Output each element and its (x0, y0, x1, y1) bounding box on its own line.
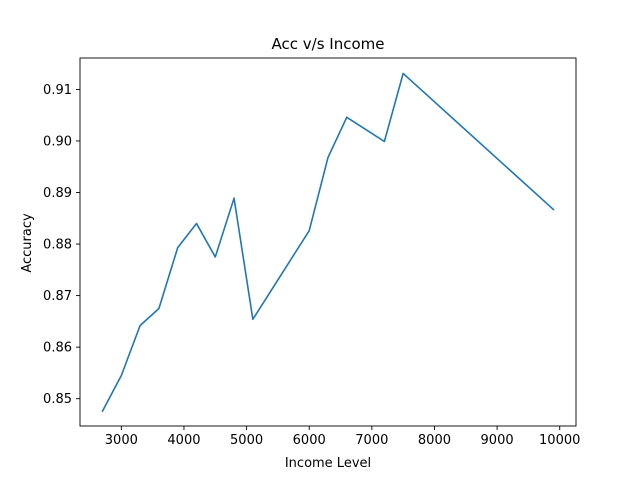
y-tick-label: 0.87 (43, 289, 72, 304)
y-tick-label: 0.90 (43, 134, 72, 149)
x-tick-label: 4000 (167, 433, 200, 448)
chart-title: Acc v/s Income (272, 35, 385, 53)
plot-area: 3000 4000 5000 6000 7000 8000 9000 10000 0.85 0.8… (43, 57, 580, 448)
y-tick-label: 0.88 (43, 238, 72, 253)
y-tick-label: 0.85 (43, 392, 72, 407)
y-tick-label: 0.89 (43, 186, 72, 201)
y-axis-title: Accuracy (20, 213, 35, 273)
y-tick-label: 0.91 (43, 83, 72, 98)
plot-frame (79, 57, 577, 427)
x-tick-label: 10000 (539, 433, 580, 448)
x-tick-label: 9000 (481, 433, 514, 448)
y-tick-label: 0.86 (43, 341, 72, 356)
x-tick-label: 8000 (418, 433, 451, 448)
x-axis-title: Income Level (285, 456, 371, 471)
x-tick-label: 3000 (105, 433, 138, 448)
x-tick-label: 6000 (293, 433, 326, 448)
x-tick-label: 7000 (355, 433, 388, 448)
series-line-0 (101, 72, 555, 413)
x-tick-label: 5000 (230, 433, 263, 448)
